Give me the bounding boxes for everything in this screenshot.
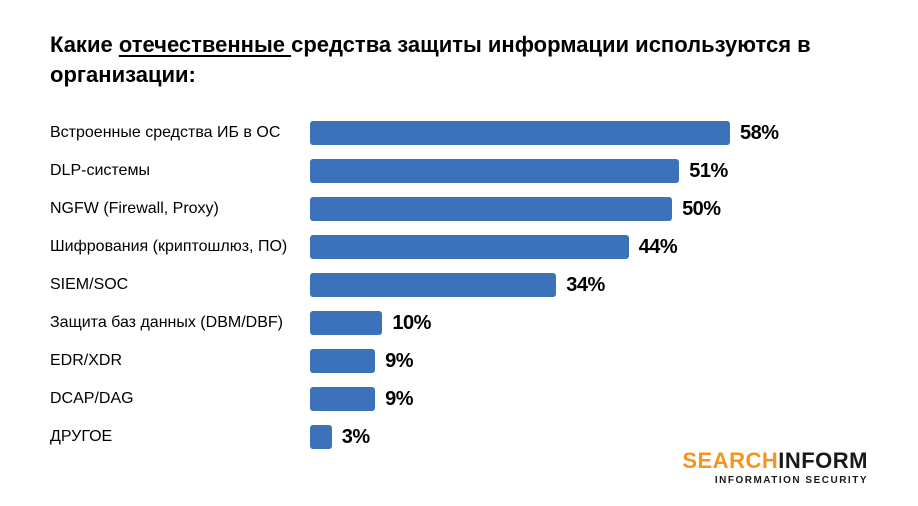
bar-value: 44% — [639, 236, 678, 259]
bar-label: Защита баз данных (DBM/DBF) — [50, 314, 310, 332]
bar-label: SIEM/SOC — [50, 276, 310, 294]
logo-search-text: SEARCH — [682, 448, 778, 473]
bar-area: 50% — [310, 197, 868, 221]
bar-value: 3% — [342, 426, 370, 449]
title-underlined: отечественные — [119, 32, 291, 57]
bar — [310, 121, 730, 145]
bar-value: 58% — [740, 122, 779, 145]
bar-label: Встроенные средства ИБ в ОС — [50, 124, 310, 142]
bar — [310, 425, 332, 449]
chart-row: Защита баз данных (DBM/DBF) 10% — [50, 309, 868, 337]
chart-row: DCAP/DAG 9% — [50, 385, 868, 413]
chart-row: DLP-системы 51% — [50, 157, 868, 185]
bar-value: 9% — [385, 350, 413, 373]
bar-area: 58% — [310, 121, 868, 145]
bar-area: 9% — [310, 387, 868, 411]
bar-label: NGFW (Firewall, Proxy) — [50, 200, 310, 218]
bar-area: 9% — [310, 349, 868, 373]
bar — [310, 273, 556, 297]
bar — [310, 387, 375, 411]
bar-value: 34% — [566, 274, 605, 297]
title-prefix: Какие — [50, 32, 119, 57]
bar-label: DLP-системы — [50, 162, 310, 180]
bar — [310, 197, 672, 221]
bar-value: 9% — [385, 388, 413, 411]
bar — [310, 349, 375, 373]
bar-value: 50% — [682, 198, 721, 221]
bar — [310, 159, 679, 183]
bar-label: DCAP/DAG — [50, 390, 310, 408]
bar-value: 10% — [392, 312, 431, 335]
chart-row: SIEM/SOC 34% — [50, 271, 868, 299]
chart-row: NGFW (Firewall, Proxy) 50% — [50, 195, 868, 223]
bar-chart: Встроенные средства ИБ в ОС 58% DLP-систем… — [50, 119, 868, 451]
bar-label: ДРУГОЕ — [50, 428, 310, 446]
chart-row: EDR/XDR 9% — [50, 347, 868, 375]
bar-label: Шифрования (криптошлюз, ПО) — [50, 238, 310, 256]
chart-row: Встроенные средства ИБ в ОС 58% — [50, 119, 868, 147]
bar — [310, 235, 629, 259]
bar-area: 34% — [310, 273, 868, 297]
chart-row: Шифрования (криптошлюз, ПО) 44% — [50, 233, 868, 261]
logo-inform-text: INFORM — [778, 448, 868, 473]
bar — [310, 311, 382, 335]
bar-label: EDR/XDR — [50, 352, 310, 370]
brand-logo: SEARCHINFORM INFORMATION SECURITY — [682, 448, 868, 486]
bar-value: 51% — [689, 160, 728, 183]
bar-area: 44% — [310, 235, 868, 259]
bar-area: 10% — [310, 311, 868, 335]
bar-area: 51% — [310, 159, 868, 183]
chart-title: Какие отечественные средства защиты инфо… — [50, 30, 868, 89]
logo-subtitle: INFORMATION SECURITY — [682, 475, 868, 486]
logo-main: SEARCHINFORM — [682, 448, 868, 474]
bar-area: 3% — [310, 425, 868, 449]
